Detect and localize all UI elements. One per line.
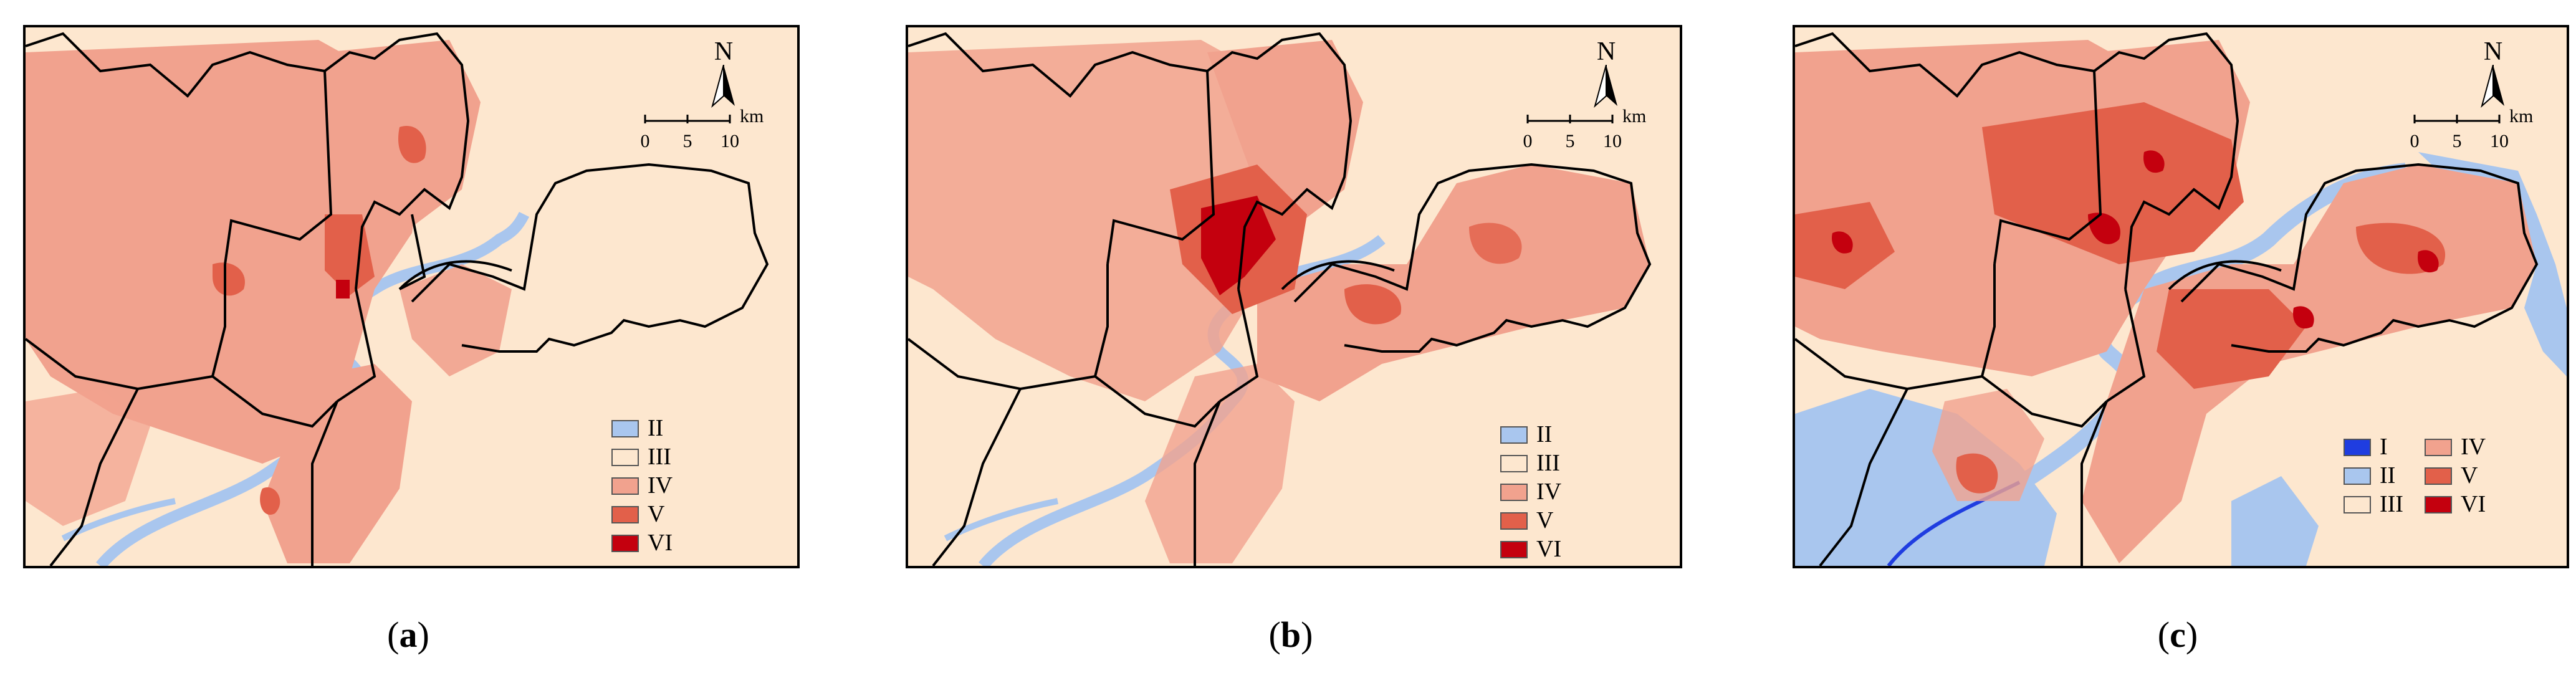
north-arrow-icon [711, 64, 735, 108]
north-arrow-icon [1594, 64, 1617, 108]
scale-unit: km [2509, 106, 2534, 127]
caption-a: (a) [387, 614, 429, 655]
scale-tick: 10 [2490, 131, 2509, 151]
scale-bar: km 0 5 10 [640, 106, 797, 158]
map-a [26, 27, 797, 566]
north-arrow: N [2474, 39, 2512, 112]
scale-unit: km [740, 106, 764, 127]
scale-tick: 10 [1603, 131, 1622, 151]
scale-tick: 0 [640, 131, 650, 151]
legend: I IV II V III VI [2344, 432, 2506, 526]
north-label: N [2483, 37, 2503, 66]
scale-bar: km 0 5 10 [2410, 106, 2567, 158]
scale-bar: km 0 5 10 [1523, 106, 1680, 158]
north-label: N [1596, 37, 1616, 66]
caption-c: (c) [2157, 614, 2198, 655]
map-panel-b: N km 0 5 10 II III IV V VI [906, 25, 1682, 568]
north-arrow-icon [2481, 64, 2504, 108]
scale-tick: 5 [1565, 131, 1575, 151]
north-arrow: N [705, 39, 742, 112]
scale-tick: 0 [2410, 131, 2420, 151]
caption-b: (b) [1268, 614, 1313, 655]
scale-tick: 10 [721, 131, 739, 151]
north-arrow: N [1587, 39, 1625, 112]
north-label: N [714, 37, 734, 66]
map-b [908, 27, 1680, 566]
scale-unit: km [1622, 106, 1647, 127]
map-panel-c: N km 0 5 10 I IV II V III VI [1793, 25, 2569, 568]
map-panel-a: N km 0 5 10 II III IV V VI [23, 25, 800, 568]
scale-tick: 0 [1523, 131, 1533, 151]
scale-bar-icon [644, 115, 731, 123]
scale-tick: 5 [682, 131, 692, 151]
scale-bar-icon [2413, 115, 2501, 123]
scale-tick: 5 [2452, 131, 2462, 151]
scale-bar-icon [1526, 115, 1614, 123]
